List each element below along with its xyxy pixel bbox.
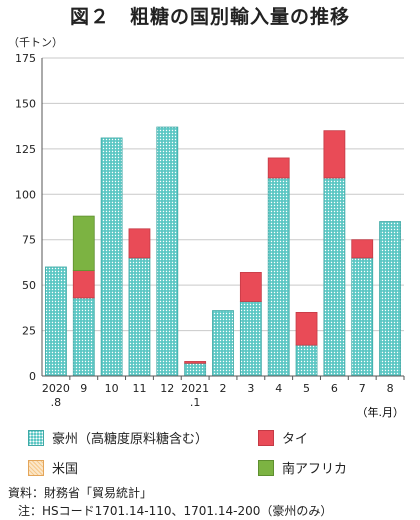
- bar-thailand: [351, 239, 374, 259]
- x-tick-label: 8: [387, 382, 394, 395]
- bar-australia: [239, 301, 262, 377]
- legend-label-south-africa: 南アフリカ: [282, 462, 348, 477]
- chart-title: 図２ 粗糖の国別輸入量の推移: [69, 6, 350, 28]
- bar-thailand: [323, 130, 346, 179]
- y-tick-label: 100: [15, 188, 36, 201]
- footnote: 注：HSコード1701.14-110、1701.14-200（豪州のみ）: [18, 504, 333, 518]
- x-tick-label: .8: [51, 396, 62, 409]
- y-tick-label: 150: [15, 97, 36, 110]
- x-tick-label: 3: [247, 382, 254, 395]
- y-tick-label: 50: [22, 279, 36, 292]
- source-note: 資料：財務省「貿易統計」: [8, 486, 153, 500]
- y-tick-label: 175: [15, 52, 36, 65]
- x-tick-label: 7: [359, 382, 366, 395]
- bar-australia: [295, 344, 318, 377]
- legend-swatch-thailand: [258, 429, 274, 446]
- legend-item-usa: 米国: [28, 458, 78, 477]
- bar-thailand: [128, 228, 151, 259]
- bar-australia: [100, 137, 123, 377]
- y-tick-label: 125: [15, 143, 36, 156]
- x-tick-label: 9: [80, 382, 87, 395]
- bar-thailand: [267, 157, 290, 179]
- bar-thailand: [239, 272, 262, 302]
- bar-south-africa: [72, 215, 95, 272]
- bar-australia: [379, 221, 401, 377]
- bar-australia: [323, 177, 346, 377]
- y-tick-label: 75: [22, 234, 36, 247]
- bar-australia: [267, 177, 290, 377]
- legend-item-thailand: タイ: [258, 428, 308, 447]
- bar-australia: [184, 362, 207, 377]
- legend-label-thailand: タイ: [282, 432, 309, 447]
- x-tick-label: 4: [275, 382, 282, 395]
- legend-item-south-africa: 南アフリカ: [258, 458, 347, 477]
- legend-swatch-australia: [28, 429, 44, 446]
- x-tick-label: 11: [132, 382, 146, 395]
- x-tick-label: 5: [303, 382, 310, 395]
- bar-australia: [45, 266, 67, 377]
- bar-australia: [72, 297, 95, 377]
- x-axis-label: （年.月）: [357, 405, 405, 419]
- x-tick-label: 12: [160, 382, 174, 395]
- bar-australia: [212, 310, 234, 377]
- bar-australia: [128, 257, 151, 377]
- bar-australia: [156, 126, 179, 377]
- bars: [45, 126, 401, 377]
- x-tick-label: 10: [105, 382, 119, 395]
- bar-thailand: [72, 270, 95, 299]
- y-tick-label: 0: [29, 370, 36, 383]
- legend-swatch-south-africa: [258, 459, 274, 476]
- x-tick-label: 6: [331, 382, 338, 395]
- x-tick-label: 2: [220, 382, 227, 395]
- legend-swatch-usa: [28, 459, 44, 476]
- legend-label-usa: 米国: [52, 462, 79, 477]
- x-tick-label: 2021: [181, 382, 209, 395]
- gridlines: [42, 57, 404, 332]
- bar-australia: [351, 257, 374, 377]
- y-tick-label: 25: [22, 325, 36, 338]
- x-tick-label: .1: [190, 396, 201, 409]
- x-tick-label: 2020: [42, 382, 70, 395]
- bar-thailand: [295, 311, 318, 346]
- y-axis-unit: （千トン）: [8, 36, 63, 49]
- bar-thailand: [184, 361, 207, 364]
- legend-item-australia: 豪州（高糖度原料糖含む）: [28, 428, 208, 447]
- legend-label-australia: 豪州（高糖度原料糖含む）: [52, 432, 209, 447]
